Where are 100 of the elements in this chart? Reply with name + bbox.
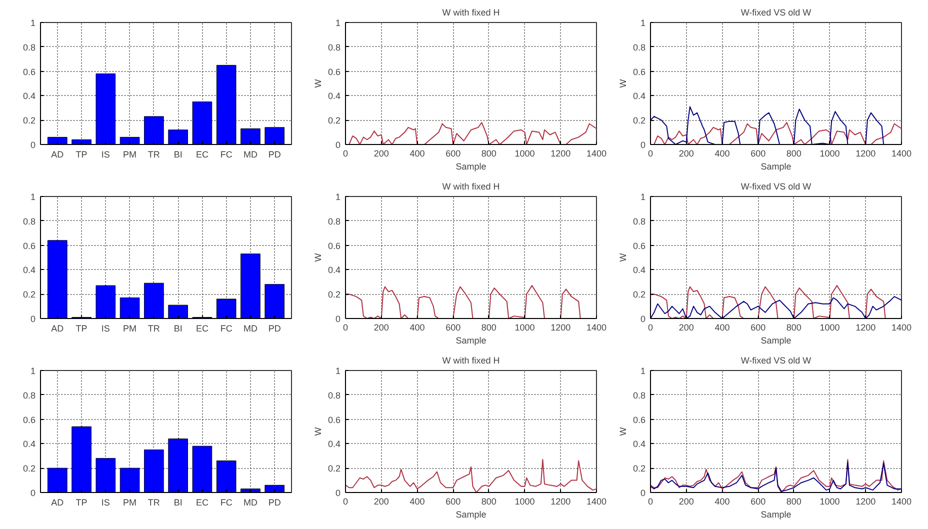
x-tick-label: 1400: [891, 322, 912, 332]
y-tick-label: 0.2: [328, 290, 341, 300]
y-axis-title: W: [618, 252, 628, 262]
y-tick-label: 0.8: [328, 390, 341, 400]
x-tick-label: 400: [714, 496, 730, 506]
y-tick-label: 0.6: [22, 414, 36, 425]
x-tick-label: 1000: [820, 322, 840, 332]
x-tick-label: 1400: [586, 148, 607, 158]
y-tick-label: 0: [30, 488, 36, 498]
x-tick-label: PM: [123, 498, 137, 508]
chart-title: W-fixed VS old W: [740, 8, 812, 18]
x-tick-label: 0: [648, 496, 654, 506]
x-tick-label: 1400: [891, 496, 912, 506]
y-tick-label: 0.8: [22, 390, 36, 400]
y-tick-label: 0.4: [328, 265, 341, 276]
x-tick-label: 800: [481, 148, 496, 158]
x-tick-label: 1200: [856, 322, 876, 332]
y-tick-label: 1: [335, 192, 341, 202]
x-tick-label: 200: [374, 496, 389, 506]
y-axis-title: W: [618, 426, 628, 436]
x-tick-label: BI: [174, 498, 182, 508]
chart-title: W with fixed H: [442, 182, 500, 192]
x-tick-label: 1000: [514, 322, 535, 332]
x-tick-label: 0: [648, 148, 654, 158]
x-tick-label: 1000: [514, 148, 535, 158]
x-tick-label: EC: [196, 498, 209, 508]
x-tick-label: 600: [446, 496, 461, 506]
x-tick-label: IS: [101, 150, 110, 160]
y-tick-label: 1: [335, 18, 341, 28]
x-tick-label: 200: [374, 148, 389, 158]
x-tick-label: 200: [678, 496, 694, 506]
x-tick-label: AD: [51, 324, 64, 334]
y-tick-label: 0.6: [328, 240, 341, 251]
y-tick-label: 0.4: [328, 439, 341, 450]
x-tick-label: 400: [410, 148, 425, 158]
x-tick-label: 600: [750, 496, 766, 506]
x-tick-label: TP: [76, 150, 88, 160]
y-tick-label: 0.4: [22, 439, 36, 450]
x-tick-label: FC: [220, 324, 233, 334]
y-tick-label: 0.2: [632, 464, 646, 474]
y-tick-label: 0.2: [22, 290, 36, 300]
y-axis-title: W: [312, 252, 323, 262]
x-axis-title: Sample: [760, 162, 792, 172]
x-tick-label: TR: [148, 324, 160, 334]
y-tick-label: 0.8: [328, 216, 341, 226]
x-tick-label: 1200: [550, 148, 571, 158]
y-tick-label: 0: [335, 140, 341, 150]
x-tick-label: 1200: [550, 322, 571, 332]
x-tick-label: 1200: [856, 148, 876, 158]
chart-title: W with fixed H: [442, 8, 500, 18]
y-tick-label: 0: [30, 140, 36, 150]
y-tick-label: 0: [640, 314, 646, 324]
x-tick-label: BI: [174, 150, 182, 160]
x-tick-label: 800: [786, 322, 802, 332]
y-tick-label: 0.6: [632, 240, 646, 251]
x-tick-label: MD: [243, 324, 258, 334]
x-tick-label: PD: [268, 150, 282, 160]
x-tick-label: 600: [446, 148, 461, 158]
y-tick-label: 0.8: [632, 42, 646, 52]
x-tick-label: TP: [76, 324, 88, 334]
x-tick-label: PM: [123, 150, 137, 160]
y-axis-title: W: [312, 426, 323, 436]
x-tick-label: 1400: [586, 322, 607, 332]
y-tick-label: 0.4: [632, 91, 646, 102]
x-tick-label: 600: [750, 148, 766, 158]
x-tick-label: 400: [714, 322, 730, 332]
x-tick-label: TR: [148, 498, 160, 508]
y-tick-label: 0.4: [22, 265, 36, 276]
x-tick-label: TP: [76, 498, 88, 508]
chart-title: W-fixed VS old W: [740, 356, 812, 366]
x-tick-label: IS: [101, 324, 110, 334]
x-tick-label: AD: [51, 498, 64, 508]
y-tick-label: 1: [30, 366, 36, 376]
chart-title: W-fixed VS old W: [740, 182, 812, 192]
y-axis-title: W: [312, 78, 323, 88]
y-tick-label: 1: [640, 192, 646, 202]
y-tick-label: 0.8: [328, 42, 341, 52]
y-tick-label: 0.6: [328, 414, 341, 425]
x-tick-label: BI: [174, 324, 182, 334]
y-tick-label: 0.4: [632, 439, 646, 450]
x-axis-title: Sample: [760, 510, 792, 520]
y-tick-label: 0.8: [632, 390, 646, 400]
x-tick-label: TR: [148, 150, 160, 160]
x-tick-label: 0: [342, 148, 348, 158]
y-tick-label: 0: [640, 140, 646, 150]
y-tick-label: 0.8: [632, 216, 646, 226]
x-tick-label: PD: [268, 324, 282, 334]
chart-title: W with fixed H: [442, 356, 500, 366]
x-tick-label: 0: [648, 322, 654, 332]
x-tick-label: 200: [374, 322, 389, 332]
y-tick-label: 0.8: [22, 216, 36, 226]
x-tick-label: 800: [786, 148, 802, 158]
x-tick-label: 0: [342, 496, 348, 506]
y-tick-label: 0.2: [328, 116, 341, 126]
x-tick-label: FC: [220, 150, 233, 160]
x-tick-label: 600: [750, 322, 766, 332]
x-tick-label: 1200: [856, 496, 876, 506]
y-tick-label: 1: [640, 18, 646, 28]
x-tick-label: EC: [196, 324, 209, 334]
x-tick-label: MD: [243, 150, 258, 160]
